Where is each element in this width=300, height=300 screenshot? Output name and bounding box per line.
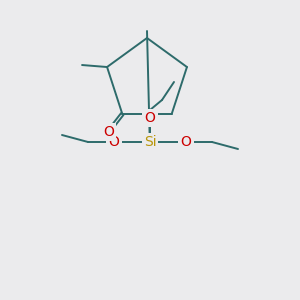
Text: O: O [103, 125, 114, 139]
Text: O: O [145, 111, 155, 125]
Text: Si: Si [144, 135, 156, 149]
Text: O: O [181, 135, 191, 149]
Text: O: O [109, 135, 119, 149]
